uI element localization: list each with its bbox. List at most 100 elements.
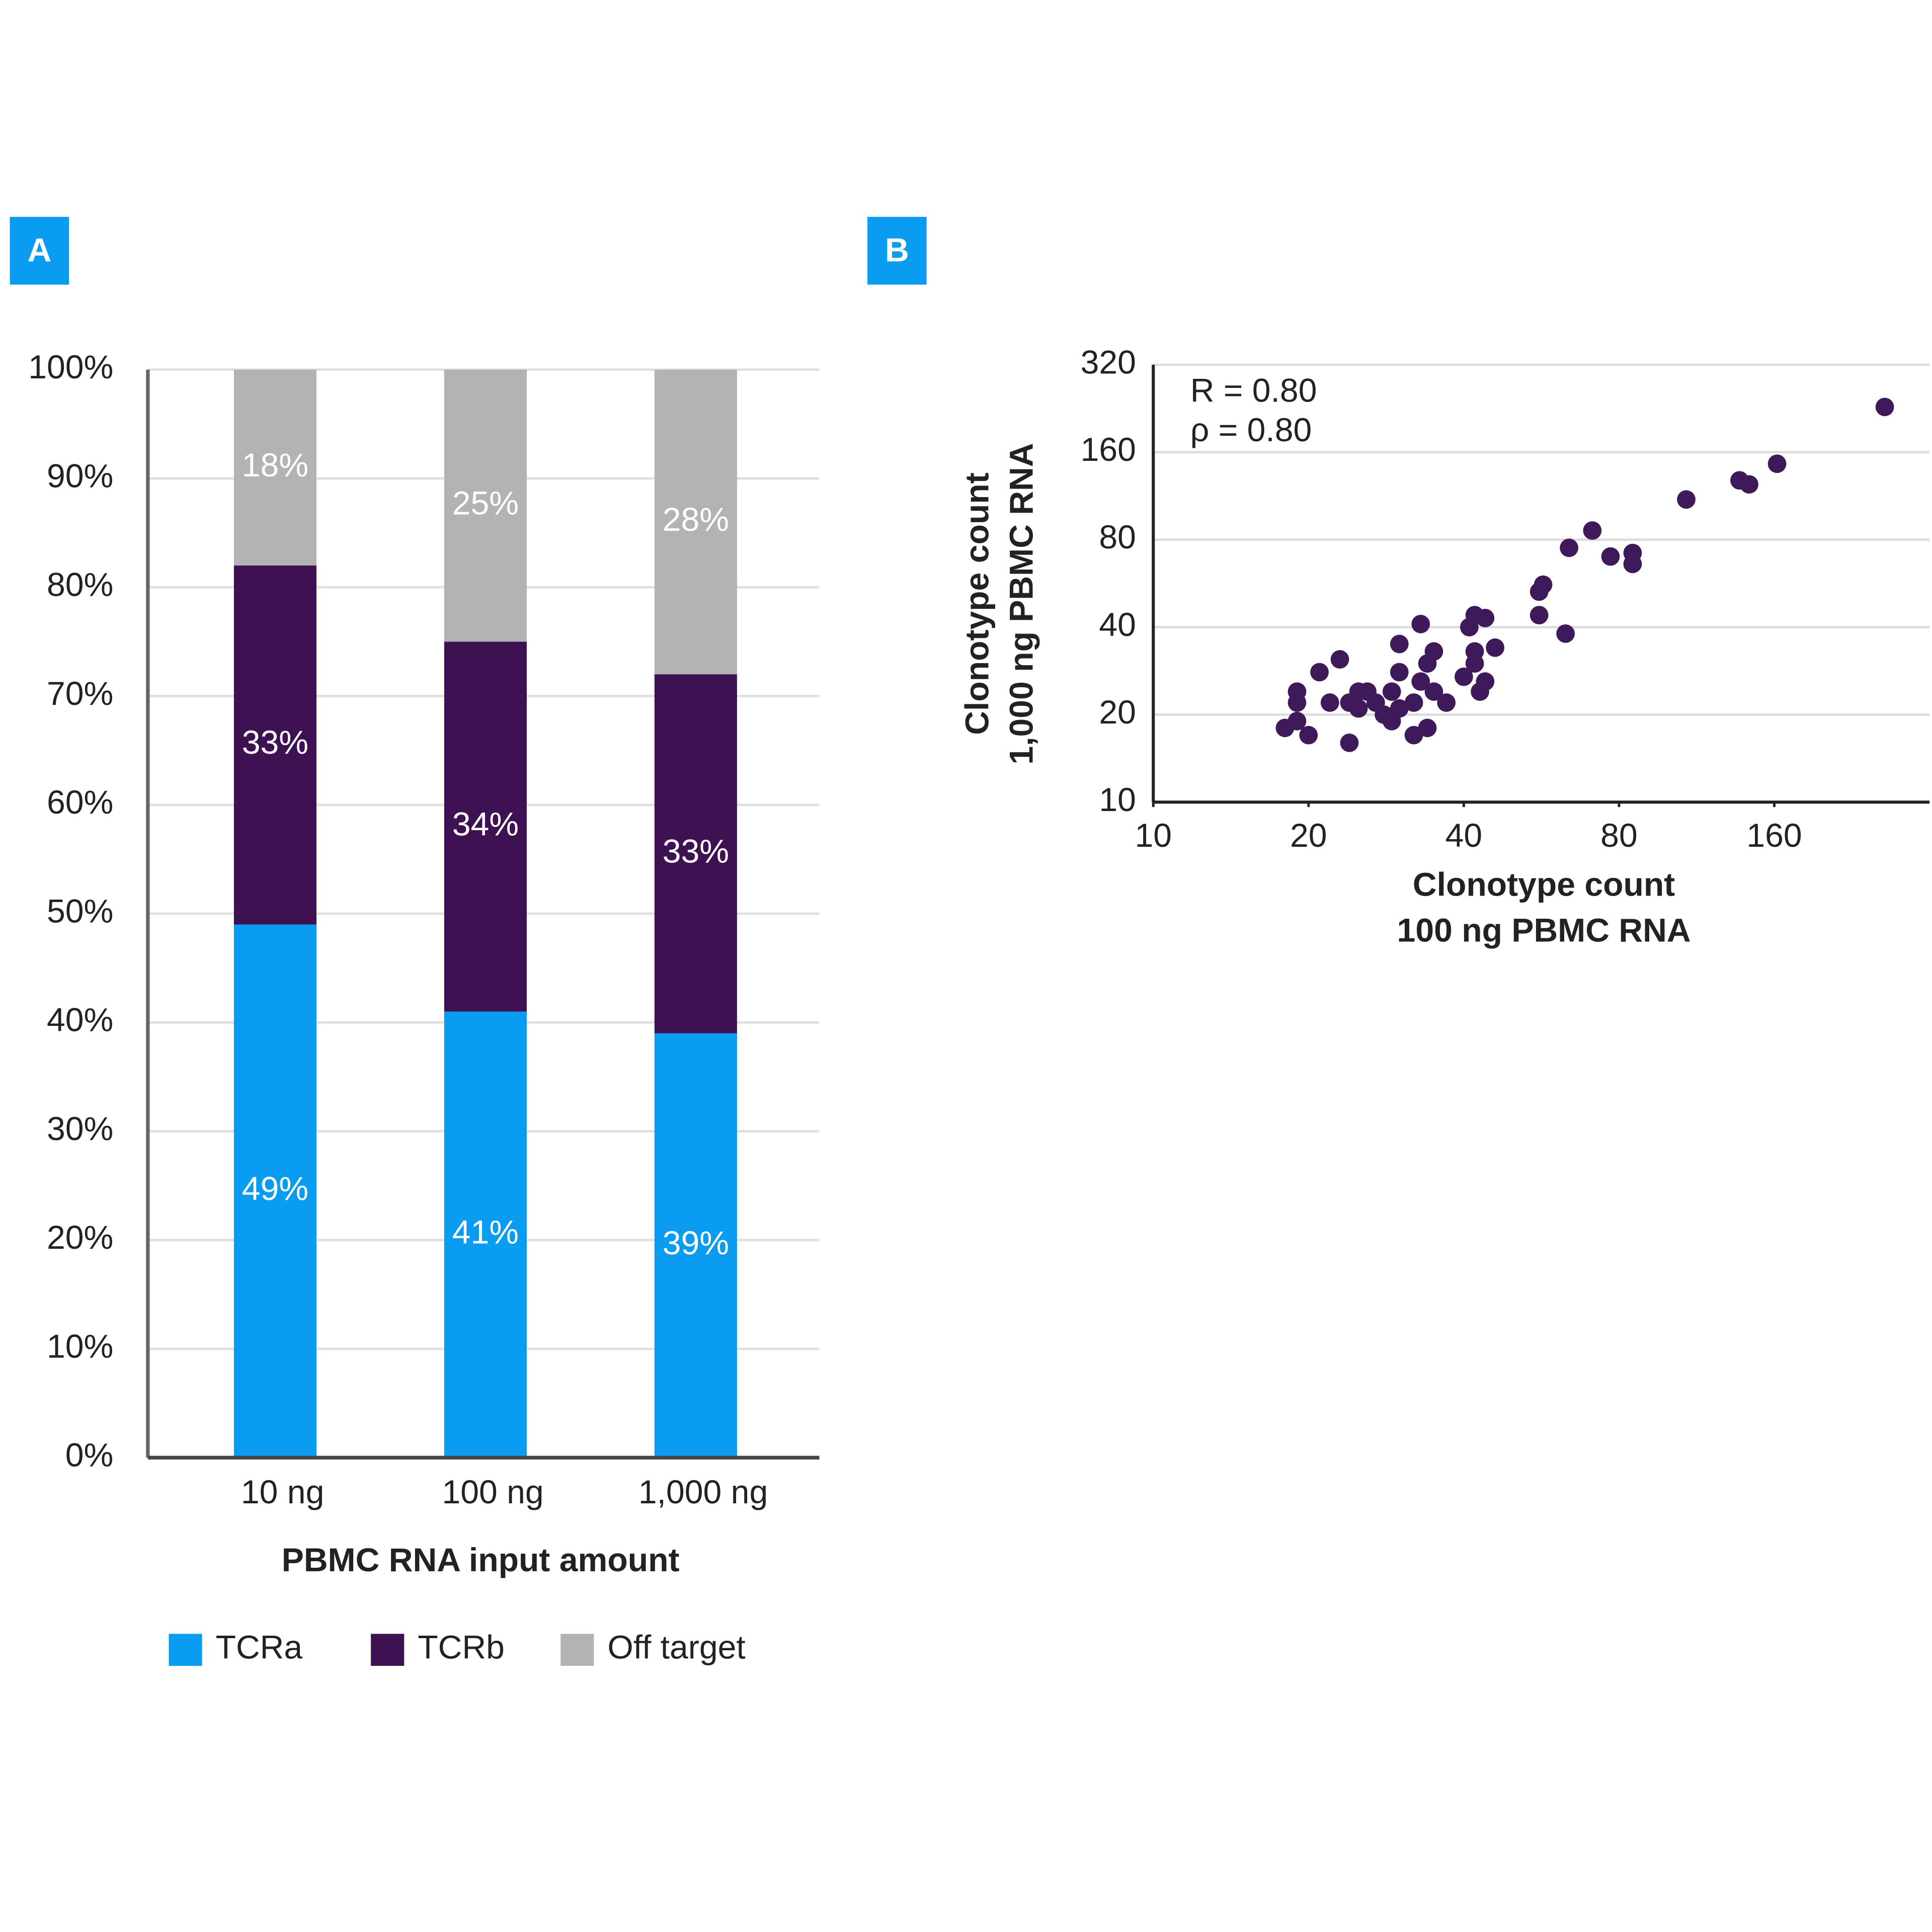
panel-label: B — [885, 232, 909, 269]
point — [1287, 693, 1307, 712]
y-tick-label: 20 — [1099, 694, 1136, 731]
point — [1390, 699, 1409, 718]
point — [1875, 397, 1894, 417]
point — [1460, 618, 1479, 636]
y-tick-label: 20% — [47, 1219, 113, 1256]
x-axis-title: 100 ng PBMC RNA — [1397, 912, 1691, 949]
point — [1404, 693, 1423, 712]
point — [1320, 693, 1339, 712]
y-tick-label: 0% — [65, 1437, 114, 1474]
value-label: 33% — [242, 724, 308, 761]
y-tick-label: 80% — [47, 567, 113, 604]
point — [1476, 609, 1495, 627]
x-tick-label: 160 — [1746, 817, 1802, 854]
legend-label: Off target — [607, 1629, 745, 1666]
point — [1601, 547, 1620, 566]
x-tick-label: 10 — [1135, 817, 1172, 854]
annotation: R = 0.80 — [1190, 372, 1317, 410]
bar-segment — [654, 674, 737, 1033]
x-tick-label: 100 ng — [442, 1474, 543, 1511]
y-tick-label: 30% — [47, 1110, 113, 1148]
point — [1340, 693, 1359, 712]
point — [1390, 663, 1409, 682]
y-tick-label: 90% — [47, 457, 113, 495]
panel-label-box — [10, 217, 69, 285]
annotation: ρ = 0.80 — [1190, 412, 1312, 449]
y-tick-label: 60% — [47, 784, 113, 821]
point — [1437, 693, 1456, 712]
point — [1560, 538, 1578, 557]
point — [1677, 490, 1696, 509]
value-label: 28% — [663, 501, 729, 538]
point — [1287, 711, 1307, 731]
value-label: 39% — [663, 1225, 729, 1262]
legend-swatch — [371, 1634, 405, 1666]
point — [1530, 582, 1549, 601]
point — [1404, 726, 1423, 745]
point — [1740, 475, 1758, 494]
y-tick-label: 160 — [1081, 431, 1136, 468]
value-label: 49% — [242, 1170, 308, 1208]
value-label: 33% — [663, 833, 729, 870]
bar-segment — [233, 369, 316, 566]
point — [1390, 634, 1409, 654]
x-tick-label: 80 — [1600, 817, 1638, 854]
value-label: 25% — [452, 485, 519, 522]
point — [1583, 521, 1602, 540]
bar-segment — [444, 641, 527, 1012]
y-tick-label: 320 — [1081, 344, 1136, 381]
point — [1623, 554, 1642, 574]
y-tick-label: 70% — [47, 675, 113, 712]
point — [1465, 654, 1484, 673]
x-tick-label: 40 — [1445, 817, 1483, 854]
x-tick-label: 10 ng — [241, 1474, 324, 1511]
point — [1471, 682, 1489, 701]
y-tick-label: 40% — [47, 1002, 113, 1039]
bar-segment — [654, 369, 737, 675]
bar-segment — [444, 369, 527, 642]
bar-segment — [444, 1011, 527, 1458]
point — [1340, 734, 1359, 752]
point — [1375, 705, 1393, 724]
point — [1358, 682, 1377, 701]
x-axis-title: PBMC RNA input amount — [282, 1542, 680, 1579]
panel-label: A — [27, 232, 51, 269]
panel-label-box — [867, 217, 927, 285]
legend-swatch — [560, 1634, 594, 1666]
y-tick-label: 50% — [47, 893, 113, 930]
point — [1382, 682, 1401, 701]
y-axis-title: Clonotype count — [958, 472, 996, 735]
point — [1530, 606, 1549, 624]
y-tick-label: 10 — [1099, 781, 1136, 819]
y-tick-label: 40 — [1099, 606, 1136, 643]
point — [1411, 672, 1430, 691]
point — [1310, 663, 1329, 682]
value-label: 18% — [242, 447, 308, 484]
bar-segment — [233, 565, 316, 925]
x-tick-label: 1,000 ng — [638, 1474, 768, 1511]
value-label: 34% — [452, 806, 519, 843]
x-tick-label: 20 — [1290, 817, 1327, 854]
legend-label: TCRa — [216, 1629, 303, 1666]
y-tick-label: 80 — [1099, 519, 1136, 556]
point — [1556, 624, 1575, 643]
point — [1455, 667, 1473, 686]
point — [1486, 638, 1504, 657]
point — [1418, 718, 1437, 738]
point — [1424, 682, 1443, 701]
legend-swatch — [169, 1634, 202, 1666]
bar-segment — [233, 924, 316, 1458]
y-tick-label: 10% — [47, 1328, 113, 1365]
y-tick-label: 100% — [28, 349, 113, 386]
point — [1299, 726, 1318, 745]
point — [1767, 454, 1787, 473]
value-label: 41% — [452, 1214, 519, 1251]
point — [1418, 654, 1437, 673]
point — [1330, 650, 1349, 669]
point — [1411, 614, 1430, 633]
x-axis-title: Clonotype count — [1413, 866, 1675, 904]
legend-label: TCRb — [418, 1629, 505, 1666]
y-axis-title: 1,000 ng PBMC RNA — [1003, 443, 1040, 764]
